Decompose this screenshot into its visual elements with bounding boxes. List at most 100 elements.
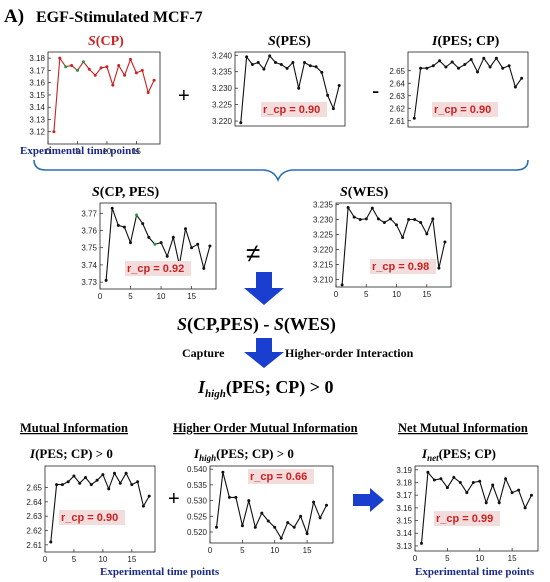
data-point bbox=[419, 66, 423, 70]
x-tick-label: 5 bbox=[75, 147, 80, 156]
formula-mi: I(PES; CP) > 0 bbox=[29, 446, 113, 461]
y-tick-label: 0.520 bbox=[187, 528, 208, 537]
data-point bbox=[146, 91, 150, 94]
title-swes-sym: S bbox=[340, 185, 348, 200]
data-point bbox=[420, 541, 423, 545]
header-homi: Higher Order Mutual Information bbox=[173, 421, 358, 435]
data-point bbox=[297, 86, 301, 90]
data-point bbox=[111, 83, 115, 87]
data-point bbox=[401, 236, 405, 239]
title-spes-rest: (PES) bbox=[276, 34, 311, 49]
y-tick-label: 2.65 bbox=[26, 484, 42, 493]
formula-a2: (WES) bbox=[284, 314, 336, 335]
data-point bbox=[523, 506, 527, 510]
data-point bbox=[208, 244, 212, 248]
data-point bbox=[256, 61, 260, 64]
data-point bbox=[78, 481, 82, 485]
x-tick-label: 15 bbox=[132, 147, 141, 156]
rcp-label: r_cp = 0.90 bbox=[434, 104, 491, 116]
data-point bbox=[95, 478, 99, 482]
formula-s2: S bbox=[274, 314, 284, 334]
title-spes-sym: S bbox=[268, 34, 276, 49]
data-point bbox=[152, 78, 156, 82]
data-point bbox=[227, 495, 231, 499]
data-point bbox=[513, 85, 517, 89]
data-point bbox=[129, 57, 132, 61]
x-tick-label: 15 bbox=[127, 555, 136, 564]
operator-neq: ≠ bbox=[246, 238, 260, 268]
exp-time-label-bottom-right: Experimental time points bbox=[415, 566, 535, 578]
data-point bbox=[299, 514, 303, 518]
data-point bbox=[279, 63, 283, 66]
data-point bbox=[274, 61, 277, 64]
data-point bbox=[52, 130, 56, 134]
title-spes: S(PES) bbox=[268, 34, 311, 49]
data-point bbox=[331, 107, 335, 111]
data-point bbox=[425, 66, 429, 70]
data-point bbox=[49, 540, 53, 544]
data-point bbox=[352, 215, 356, 219]
rcp-label: r_cp = 0.99 bbox=[436, 513, 493, 525]
y-tick-label: 3.19 bbox=[396, 466, 412, 475]
data-point bbox=[305, 532, 309, 536]
x-tick-label: 5 bbox=[364, 290, 369, 299]
data-point bbox=[70, 64, 74, 67]
title-ipescp-sym: I bbox=[431, 34, 438, 49]
data-point bbox=[55, 483, 59, 487]
data-point bbox=[66, 480, 70, 484]
data-point bbox=[260, 511, 264, 515]
data-point bbox=[438, 59, 442, 63]
data-point bbox=[58, 56, 62, 60]
right-arrow bbox=[353, 488, 384, 512]
data-point bbox=[165, 254, 169, 258]
data-point bbox=[517, 488, 521, 492]
y-tick-label: 2.63 bbox=[389, 92, 405, 101]
exp-time-label-top: Experimental time points bbox=[20, 145, 140, 157]
formula-nmi: Inet(PES; CP) bbox=[421, 446, 496, 463]
data-point bbox=[279, 536, 283, 540]
data-point bbox=[234, 495, 238, 499]
figure-title: EGF-Stimulated MCF-7 bbox=[36, 9, 203, 26]
operator-minus: - bbox=[372, 78, 379, 103]
data-point bbox=[458, 481, 462, 484]
data-point bbox=[101, 473, 105, 477]
data-point bbox=[147, 494, 151, 498]
data-point bbox=[184, 227, 187, 231]
data-point bbox=[439, 477, 443, 481]
data-point bbox=[202, 266, 206, 270]
formula-s1: S bbox=[177, 314, 187, 334]
plot-frame bbox=[407, 51, 529, 128]
data-point bbox=[110, 206, 114, 210]
x-tick-label: 10 bbox=[98, 555, 107, 564]
y-tick-label: 0.530 bbox=[187, 497, 208, 506]
data-point bbox=[520, 76, 524, 80]
data-point bbox=[262, 67, 266, 71]
data-point bbox=[250, 63, 254, 66]
y-tick-label: 2.64 bbox=[389, 79, 405, 88]
data-point bbox=[81, 60, 85, 64]
data-point bbox=[471, 481, 475, 484]
x-tick-label: 0 bbox=[208, 546, 213, 555]
capture-label: Capture bbox=[182, 346, 225, 360]
data-point bbox=[337, 84, 341, 87]
data-point bbox=[196, 242, 200, 246]
data-point bbox=[245, 55, 249, 59]
data-point bbox=[221, 470, 225, 474]
data-point bbox=[450, 60, 454, 64]
data-point bbox=[84, 476, 87, 479]
rcp-badge bbox=[432, 102, 498, 117]
plot-frame bbox=[99, 202, 217, 290]
data-point bbox=[504, 477, 508, 481]
data-point bbox=[87, 67, 91, 71]
bracket bbox=[33, 159, 529, 183]
y-tick-label: 3.77 bbox=[81, 209, 97, 218]
data-point bbox=[76, 68, 79, 72]
data-point bbox=[117, 64, 121, 67]
data-point bbox=[364, 217, 368, 221]
formula-difference: S(CP,PES) - S(WES) bbox=[177, 314, 336, 335]
data-point bbox=[445, 486, 449, 490]
title-scp-sym: S bbox=[88, 34, 96, 49]
ihigh-result-sub: high bbox=[205, 388, 226, 400]
